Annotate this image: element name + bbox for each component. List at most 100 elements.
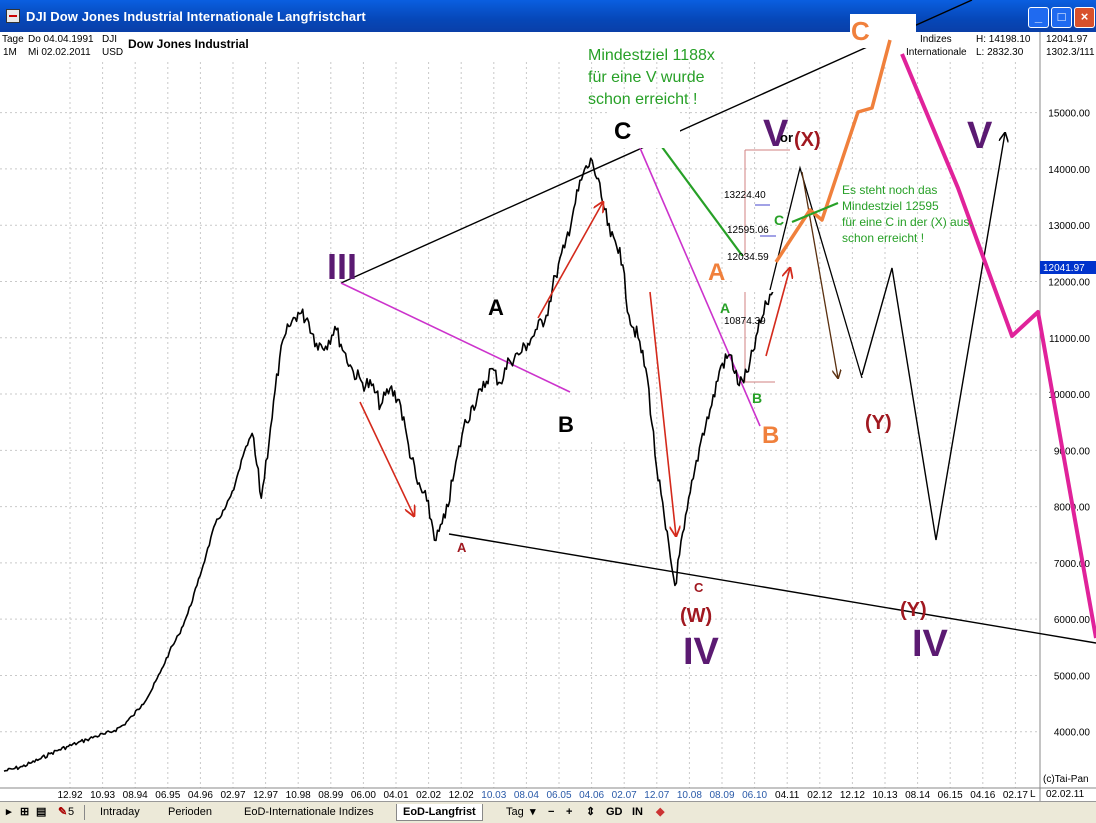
wave-label-iv-right: IV bbox=[912, 623, 949, 665]
wave-label-v-left: V bbox=[763, 113, 789, 155]
x-tick-label: 02.07 bbox=[612, 790, 637, 801]
annotation-small-4: schon erreicht ! bbox=[842, 231, 924, 245]
stepper-icon[interactable]: ⇕ bbox=[586, 806, 596, 818]
minimize-button[interactable]: _ bbox=[1028, 7, 1049, 28]
x-tick-label: 10.98 bbox=[286, 790, 311, 801]
wave-label-a-small: A bbox=[457, 540, 467, 555]
orange-forecast bbox=[774, 39, 892, 263]
annotation-line-1: Mindestziel 1188x bbox=[588, 47, 715, 64]
y-tick-label: 6000.00 bbox=[1054, 615, 1091, 626]
brown-forecast bbox=[801, 171, 838, 378]
table-icon[interactable]: ⊞ bbox=[20, 806, 30, 818]
x-tick-label: 06.05 bbox=[546, 790, 571, 801]
wave-label-y-low: (Y) bbox=[900, 599, 927, 621]
wave-label-x: (X) bbox=[794, 129, 821, 151]
period-label: Tage bbox=[2, 34, 24, 45]
annotation-line-2: für eine V wurde bbox=[588, 69, 705, 86]
tab-eod-internationale[interactable]: EoD-Internationale Indizes bbox=[244, 806, 374, 818]
wave-label-c-green: C bbox=[774, 212, 784, 228]
zoom-in-icon[interactable]: + bbox=[566, 806, 573, 818]
high-label: H: 14198.10 bbox=[976, 34, 1031, 45]
maximize-button[interactable]: □ bbox=[1051, 7, 1072, 28]
wave-label-c-orange: C bbox=[851, 16, 870, 46]
interval-label: 1M bbox=[3, 47, 17, 58]
x-tick-label: 10.13 bbox=[872, 790, 897, 801]
counter-label: 5 bbox=[68, 806, 75, 818]
ruler-icon[interactable]: ▤ bbox=[36, 806, 47, 818]
or-label: or bbox=[780, 130, 793, 145]
x-tick-label: 02.97 bbox=[220, 790, 245, 801]
period-select[interactable]: Tag bbox=[506, 806, 524, 818]
x-tick-label: 08.94 bbox=[123, 790, 148, 801]
zoom-out-icon[interactable]: − bbox=[548, 806, 555, 818]
close-button[interactable]: × bbox=[1074, 7, 1095, 28]
x-tick-label: 08.99 bbox=[318, 790, 343, 801]
window-title: DJI Dow Jones Industrial Internationale … bbox=[26, 9, 366, 24]
wave-label-v-right: V bbox=[967, 115, 993, 157]
nav-first-icon[interactable]: ▸ bbox=[6, 806, 12, 818]
tab-eod-langfrist[interactable]: EoD-Langfrist bbox=[396, 804, 483, 821]
wave-label-w: (W) bbox=[680, 605, 712, 627]
chart-info-bar: Tage Do 04.04.1991 1M Mi 02.02.2011 DJI … bbox=[0, 32, 1095, 62]
x-tick-label: 06.00 bbox=[351, 790, 376, 801]
tab-perioden[interactable]: Perioden bbox=[168, 806, 213, 818]
wave-label-a: A bbox=[488, 295, 504, 320]
x-tick-label: 04.06 bbox=[579, 790, 604, 801]
currency-label: USD bbox=[102, 47, 124, 58]
wave-label-c-small: C bbox=[694, 580, 704, 595]
x-tick-label: 06.15 bbox=[938, 790, 963, 801]
x-tick-label: 12.92 bbox=[57, 790, 82, 801]
annotation-small-3: für eine C in der (X) aus. bbox=[842, 215, 973, 229]
x-tick-label: 02.12 bbox=[807, 790, 832, 801]
x-tick-label: 12.97 bbox=[253, 790, 278, 801]
last-price-label: 12041.97 bbox=[1043, 263, 1085, 274]
y-tick-label: 9000.00 bbox=[1054, 446, 1091, 457]
y-axis: 4000.005000.006000.007000.008000.009000.… bbox=[1039, 32, 1091, 801]
gd-button[interactable]: GD bbox=[606, 806, 623, 818]
wave-label-iii: III bbox=[327, 246, 357, 287]
fib-label-1: 13224.40 bbox=[724, 190, 766, 201]
right-price-label: 12041.97 bbox=[1046, 34, 1088, 45]
lower-trendline bbox=[448, 533, 1096, 644]
date-from: Do 04.04.1991 bbox=[28, 34, 94, 45]
fib-label-2: 12595.06 bbox=[727, 225, 769, 236]
y-tick-label: 7000.00 bbox=[1054, 559, 1091, 570]
instrument-name: Dow Jones Industrial bbox=[128, 37, 249, 51]
green-trendline bbox=[661, 146, 745, 259]
annotation-small-1: Es steht noch das bbox=[842, 183, 937, 197]
x-tick-label: 12.02 bbox=[449, 790, 474, 801]
in-button[interactable]: IN bbox=[632, 806, 643, 818]
x-tick-label: 08.04 bbox=[514, 790, 539, 801]
x-tick-label: 02.17 bbox=[1003, 790, 1028, 801]
x-tick-label: 04.96 bbox=[188, 790, 213, 801]
x-tick-label: 10.93 bbox=[90, 790, 115, 801]
wave-label-b-orange: B bbox=[762, 422, 779, 449]
y-tick-label: 12000.00 bbox=[1048, 277, 1090, 288]
color-palette-icon[interactable]: ◆ bbox=[656, 806, 665, 818]
l-marker: L bbox=[1030, 789, 1036, 800]
toolbar-separator bbox=[84, 805, 85, 820]
last-price-box bbox=[1040, 261, 1096, 274]
wave-label-c-top: C bbox=[614, 118, 631, 145]
black-forecast-1 bbox=[769, 165, 863, 379]
app-icon[interactable] bbox=[6, 9, 20, 23]
x-tick-label: 12.12 bbox=[840, 790, 865, 801]
x-tick-label: 04.11 bbox=[775, 790, 800, 801]
tab-intraday[interactable]: Intraday bbox=[100, 806, 140, 818]
label-mask-fib bbox=[735, 256, 779, 292]
axis-end-date: 02.02.11 bbox=[1046, 789, 1085, 800]
low-label: L: 2832.30 bbox=[976, 47, 1024, 58]
copyright-label: (c)Tai-Pan bbox=[1043, 774, 1089, 785]
x-tick-label: 04.01 bbox=[383, 790, 408, 801]
y-tick-label: 13000.00 bbox=[1048, 221, 1090, 232]
period-dropdown-icon[interactable]: ▾ bbox=[530, 806, 536, 818]
x-tick-label: 08.09 bbox=[709, 790, 734, 801]
y-tick-label: 14000.00 bbox=[1048, 165, 1090, 176]
x-tick-label: 06.95 bbox=[155, 790, 180, 801]
bottom-toolbar: ▸ ⊞ ▤ ✎ 5 Intraday Perioden EoD-Internat… bbox=[0, 801, 1096, 823]
x-axis: 12.92 10.93 08.94 06.95 04.96 02.97 12.97 10.98… bbox=[0, 787, 1096, 801]
fib-label-3: 12034.59 bbox=[727, 252, 769, 263]
pencil-icon[interactable]: ✎ bbox=[58, 806, 68, 818]
x-tick-label: 12.07 bbox=[644, 790, 669, 801]
pink-forecast bbox=[900, 53, 1096, 639]
